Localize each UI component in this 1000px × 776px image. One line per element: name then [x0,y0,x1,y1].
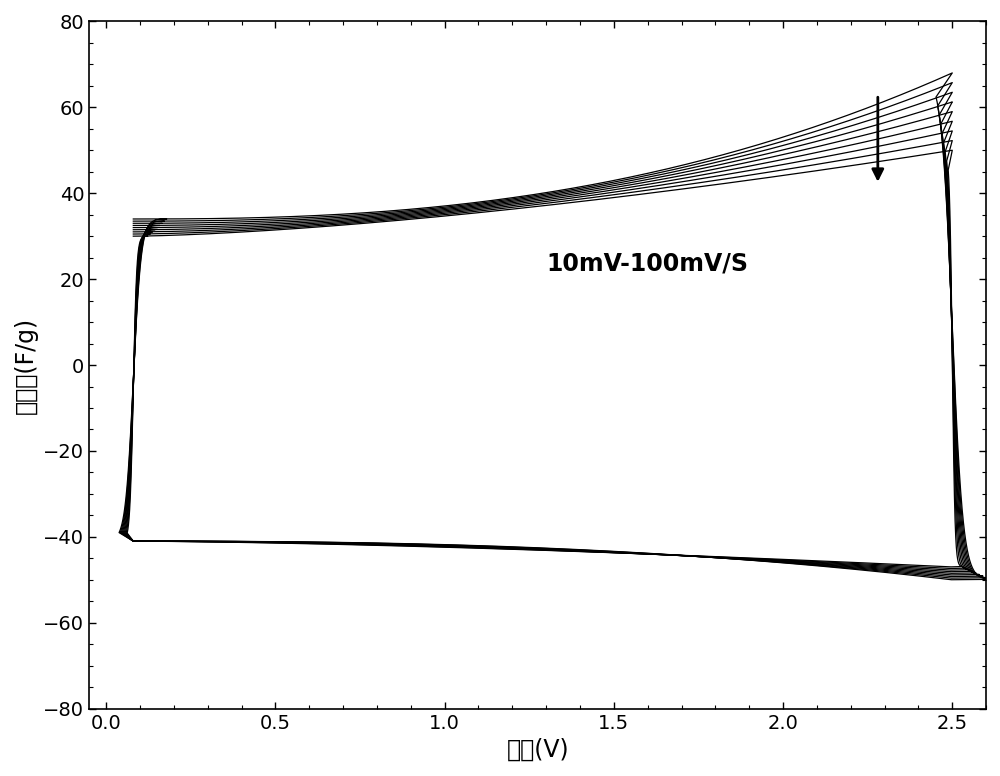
X-axis label: 电压(V): 电压(V) [506,738,569,762]
Text: 10mV-100mV/S: 10mV-100mV/S [546,251,748,275]
Y-axis label: 电容量(F/g): 电容量(F/g) [14,317,38,414]
